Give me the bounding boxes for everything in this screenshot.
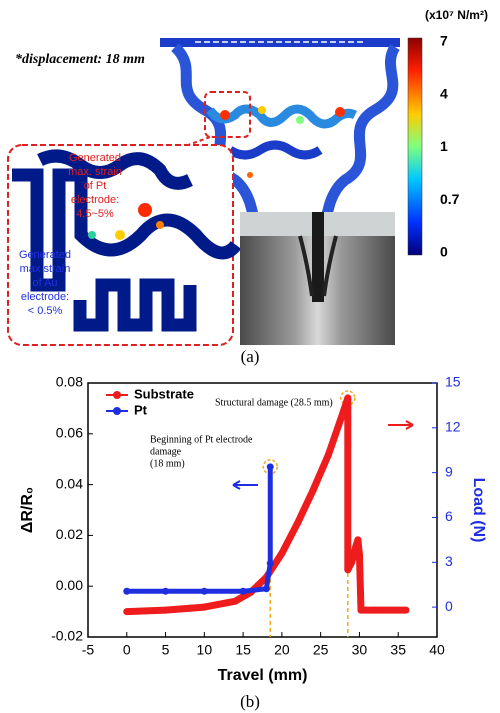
- series-point: [266, 559, 274, 567]
- colorbar-label: 0.7: [440, 191, 460, 207]
- series-point: [357, 606, 365, 614]
- legend-marker: [113, 407, 121, 415]
- series-point: [293, 519, 301, 527]
- x-tick-label: 15: [235, 642, 251, 658]
- x-tick-label: -5: [82, 642, 95, 658]
- y-axis-label: ΔR/R₀: [19, 487, 36, 533]
- series-point: [324, 451, 332, 459]
- callout-text: 4.5~5%: [76, 208, 114, 220]
- callout-text: < 0.5%: [28, 305, 63, 317]
- series-point: [371, 606, 379, 614]
- series-point: [352, 543, 360, 551]
- y2-tick-label: 0: [445, 598, 453, 614]
- series-point: [231, 597, 239, 605]
- series-point: [402, 606, 410, 614]
- legend-label: Substrate: [134, 386, 194, 401]
- y2-tick-label: 12: [445, 419, 461, 435]
- series-point: [340, 406, 348, 414]
- series-point: [162, 606, 170, 614]
- series-point: [354, 536, 362, 544]
- y-tick-label: 0.08: [56, 374, 83, 390]
- y-tick-label: 0.00: [56, 577, 83, 593]
- series-point: [266, 463, 274, 471]
- series-point: [123, 608, 131, 616]
- y2-tick-label: 6: [445, 508, 453, 524]
- arrow: [388, 420, 414, 430]
- callout-text: electrode:: [71, 194, 119, 206]
- callout-text: max. strain: [68, 166, 122, 178]
- colorbar-label: 7: [440, 33, 448, 49]
- x-tick-label: 10: [197, 642, 213, 658]
- x-tick-label: 30: [352, 642, 368, 658]
- panel-label: (a): [241, 347, 260, 366]
- callout-text: of Au: [32, 277, 57, 289]
- panel-label: (b): [240, 692, 260, 711]
- series-point: [278, 549, 286, 557]
- callout-text: max strain: [20, 263, 71, 275]
- chart: -5 0 5 10 15 20 25 30 35 40-0.020.000.020.040.060…: [19, 374, 487, 685]
- y2-tick-label: 3: [445, 553, 453, 569]
- y-tick-label: 0.02: [56, 526, 83, 542]
- x-tick-label: 0: [123, 642, 131, 658]
- y-tick-label: 0.04: [56, 475, 83, 491]
- y2-tick-label: 9: [445, 463, 453, 479]
- zoom-inset: [7, 144, 242, 346]
- colorbar-unit: (x10⁷ N/m²): [425, 8, 488, 22]
- series-point: [200, 603, 208, 611]
- series-point: [239, 587, 247, 595]
- series-point: [262, 585, 270, 593]
- colorbar-label: 0: [440, 244, 448, 260]
- annotation: damage: [150, 446, 182, 457]
- y-tick-label: -0.02: [51, 628, 83, 644]
- callout-text: electrode:: [21, 291, 69, 303]
- x-tick-label: 20: [274, 642, 290, 658]
- colorbar-label: 1: [440, 138, 448, 154]
- colorbar-label: 4: [440, 85, 448, 101]
- series-point: [344, 394, 352, 402]
- callout-text: of Pt: [84, 180, 107, 192]
- arrow: [232, 480, 258, 490]
- x-tick-label: 35: [390, 642, 406, 658]
- series-point: [200, 587, 208, 595]
- displacement-note: *displacement: 18 mm: [15, 52, 145, 67]
- legend-marker: [113, 391, 121, 399]
- callout-text: Generated: [69, 152, 121, 164]
- annotation: Structural damage (28.5 mm): [215, 397, 333, 408]
- colorbar: [407, 37, 423, 256]
- x-tick-label: 25: [313, 642, 329, 658]
- y2-axis-label: Load (N): [470, 478, 487, 543]
- x-tick-label: 5: [162, 642, 170, 658]
- x-axis-label: Travel (mm): [218, 667, 308, 684]
- callout-text: Generated: [19, 249, 71, 261]
- x-tick-label: 40: [429, 642, 445, 658]
- series-point: [123, 587, 131, 595]
- y2-tick-label: 15: [445, 374, 461, 390]
- series-point: [309, 487, 317, 495]
- annotation: Beginning of Pt electrode: [150, 434, 253, 445]
- series-point: [162, 587, 170, 595]
- annotation: (18 mm): [150, 458, 185, 469]
- series-point: [348, 558, 356, 566]
- series-point: [344, 566, 352, 574]
- series-point: [355, 551, 363, 559]
- y-tick-label: 0.06: [56, 425, 83, 441]
- plot-frame: [87, 382, 438, 638]
- legend-label: Pt: [134, 402, 148, 417]
- photo: [240, 212, 395, 345]
